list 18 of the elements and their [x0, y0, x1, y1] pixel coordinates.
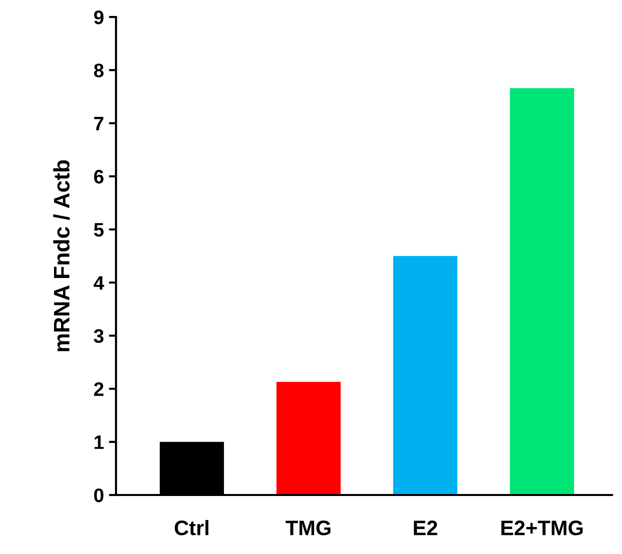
bar	[276, 382, 341, 495]
y-axis-title: mRNA Fndc / Actb	[53, 160, 70, 352]
y-tick-label: 6	[94, 170, 104, 184]
y-tick-label: 7	[94, 116, 104, 130]
y-tick-label: 1	[94, 436, 104, 449]
y-tick-label: 0	[94, 488, 104, 502]
y-tick-label: 5	[94, 223, 104, 237]
y-tick-label: 8	[94, 64, 104, 78]
y-tick-label: 4	[94, 276, 104, 290]
y-tick-label: 2	[94, 382, 104, 396]
bar	[510, 88, 574, 495]
x-tick-label: E2	[414, 520, 438, 536]
x-tick-label: TMG	[286, 520, 330, 536]
y-tick-label: 3	[94, 329, 104, 343]
y-tick-label: 9	[94, 10, 104, 24]
bar	[393, 256, 458, 495]
x-tick-label: E2+TMG	[501, 520, 583, 536]
x-tick-label: Ctrl	[174, 520, 208, 536]
